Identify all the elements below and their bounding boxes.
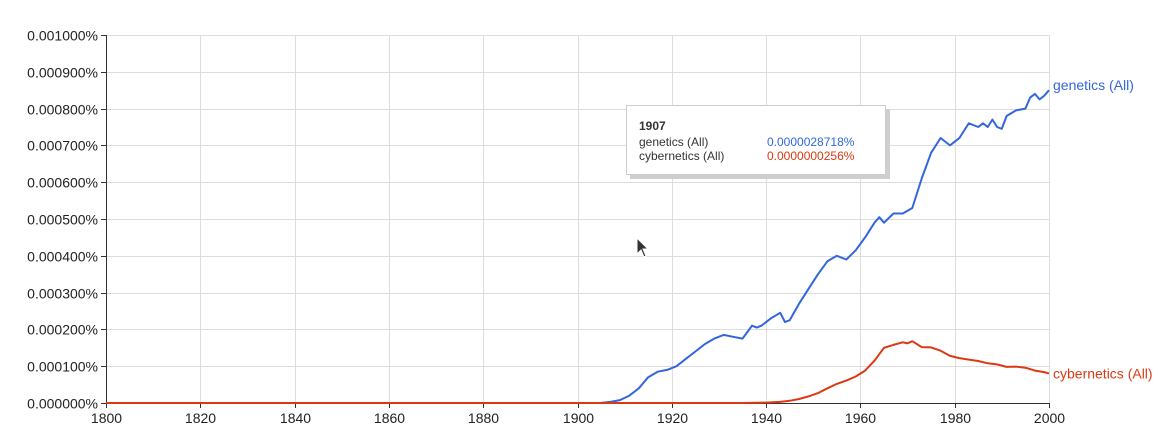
y-tick-label: 0.001000% xyxy=(27,28,98,44)
x-tick-label: 1900 xyxy=(563,410,594,426)
series-label-1: cybernetics (All) xyxy=(1053,366,1153,382)
tooltip-series-name-cybernetics: cybernetics (All) xyxy=(639,149,725,163)
y-axis-tick-labels: 0.000000% 0.000100% 0.000200% 0.000300% 0.00… xyxy=(27,28,98,412)
x-tick-label: 1820 xyxy=(185,410,216,426)
x-tick-label: 1960 xyxy=(845,410,876,426)
x-tick-label: 2000 xyxy=(1034,410,1065,426)
tooltip-series-name-genetics: genetics (All) xyxy=(639,135,709,149)
y-tick-label: 0.000300% xyxy=(27,286,98,302)
series-lines xyxy=(106,89,1050,404)
series-label-0: genetics (All) xyxy=(1053,77,1134,93)
x-tick-label: 1880 xyxy=(468,410,499,426)
x-tick-label: 1980 xyxy=(940,410,971,426)
tooltip-year: 1907 xyxy=(639,119,666,133)
series-line-0 xyxy=(106,89,1050,404)
x-tick-label: 1840 xyxy=(280,410,311,426)
x-tick-label: 1860 xyxy=(374,410,405,426)
y-tick-label: 0.000100% xyxy=(27,359,98,375)
y-tick-label: 0.000800% xyxy=(27,102,98,118)
y-tick-label: 0.000400% xyxy=(27,249,98,265)
x-tick-label: 1800 xyxy=(91,410,122,426)
y-tick-label: 0.000900% xyxy=(27,65,98,81)
series-end-labels: genetics (All) cybernetics (All) xyxy=(1053,77,1153,381)
grid-lines xyxy=(106,35,1050,403)
mouse-pointer-icon xyxy=(636,237,650,258)
y-tick-label: 0.000500% xyxy=(27,212,98,228)
hover-tooltip: 1907 genetics (All) 0.0000028718% cybern… xyxy=(626,105,886,175)
series-line-1 xyxy=(106,340,1050,404)
x-tick-label: 1920 xyxy=(657,410,688,426)
axes xyxy=(101,35,1050,408)
tooltip-value-genetics: 0.0000028718% xyxy=(767,135,855,149)
y-tick-label: 0.000200% xyxy=(27,322,98,338)
x-tick-label: 1940 xyxy=(751,410,782,426)
y-tick-label: 0.000600% xyxy=(27,175,98,191)
x-axis-tick-labels: 1800 1820 1840 1860 1880 1900 1920 1940 1960 1980… xyxy=(91,410,1065,426)
tooltip-value-cybernetics: 0.0000000256% xyxy=(767,149,855,163)
y-tick-label: 0.000700% xyxy=(27,138,98,154)
y-tick-label: 0.000000% xyxy=(27,396,98,412)
